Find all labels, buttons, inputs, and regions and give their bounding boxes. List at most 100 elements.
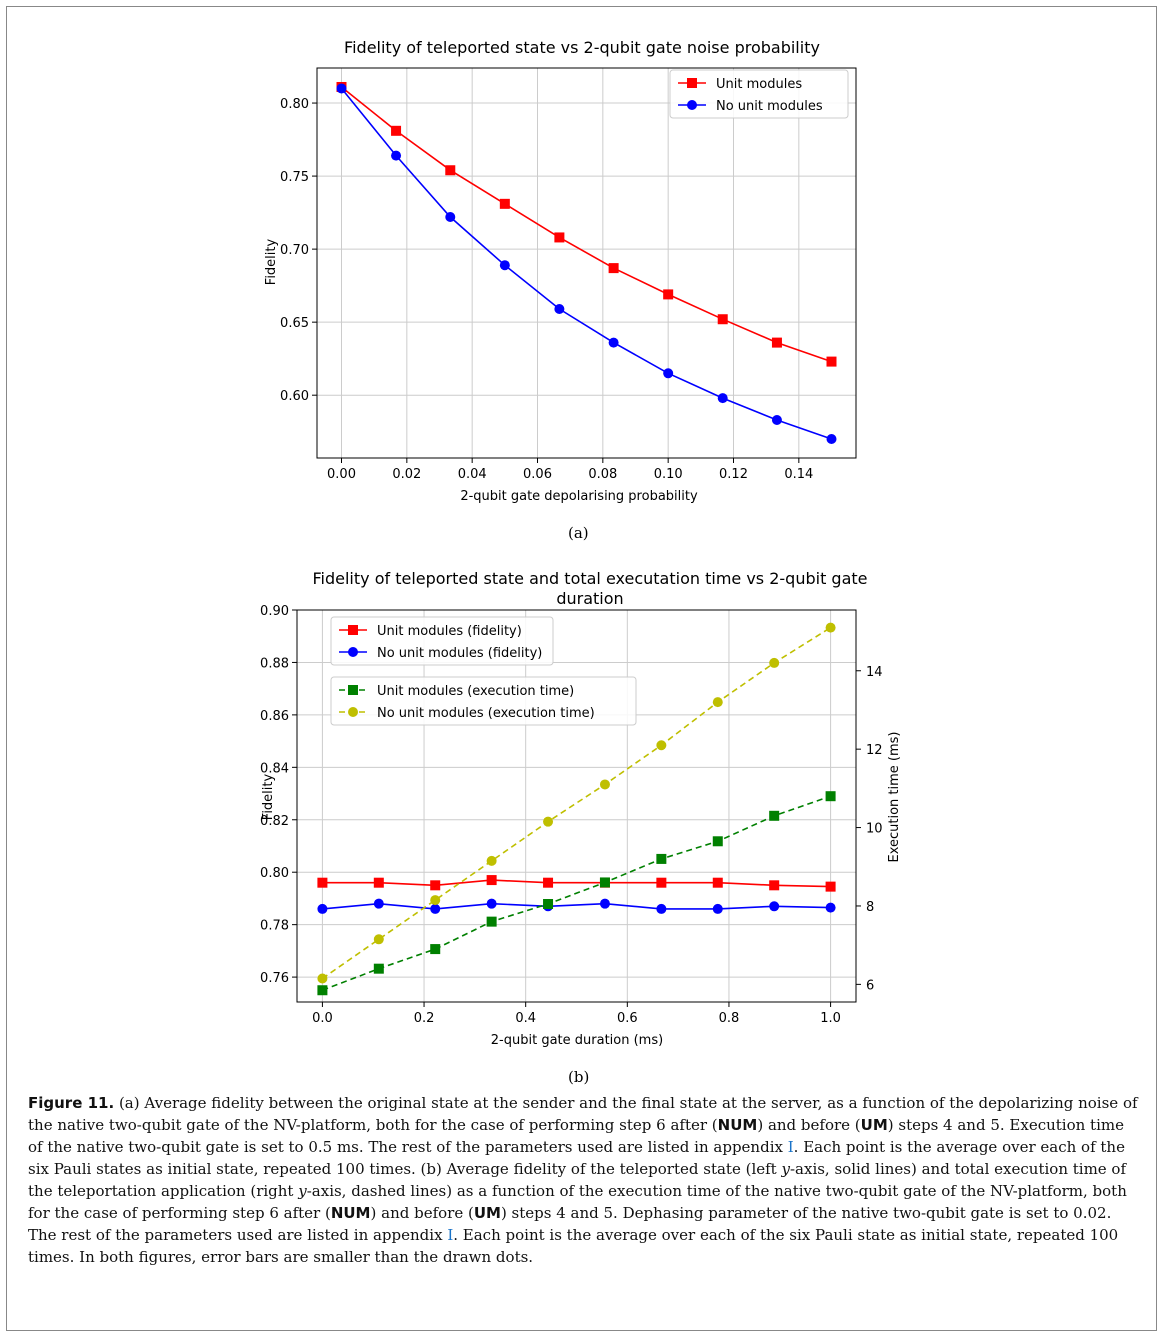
figure-caption: Figure 11. (a) Average fidelity between … xyxy=(28,1092,1138,1268)
chart-b-series-3-point xyxy=(543,816,554,827)
caption-text: -axis, dashed lines) as a function of th… xyxy=(28,1182,1127,1222)
chart-a-legend-label: No unit modules xyxy=(716,99,823,114)
chart-b-series-1-point xyxy=(486,898,497,909)
chart-a-xtick-label: 0.02 xyxy=(392,467,421,482)
chart-b-series-0-line xyxy=(322,879,831,888)
chart-b-xtick-label: 1.0 xyxy=(820,1011,841,1026)
chart-b-ytick-label: 0.76 xyxy=(260,971,289,986)
chart-a-ytick-label: 0.60 xyxy=(280,389,309,404)
chart-b-y2tick-label: 8 xyxy=(866,900,874,915)
chart-b-series-3-point xyxy=(599,779,610,790)
chart-a-ytick-label: 0.80 xyxy=(280,97,309,112)
chart-b-series-1-point xyxy=(317,903,328,914)
chart-a: Fidelity of teleported state vs 2-qubit … xyxy=(264,38,857,504)
chart-a-xlabel: 2-qubit gate depolarising probability xyxy=(460,489,698,504)
chart-b-series-0-point xyxy=(317,877,328,888)
chart-b-series-3-point xyxy=(373,934,384,945)
chart-a-series-1-point xyxy=(336,83,347,94)
chart-b-series-3-point xyxy=(656,740,667,751)
chart-b-ytick-label: 0.86 xyxy=(260,709,289,724)
chart-b-series-1-point xyxy=(430,903,441,914)
chart-b-series-0-point xyxy=(430,880,441,891)
figure-frame xyxy=(6,6,1157,1331)
chart-b-series-0-point xyxy=(712,877,723,888)
chart-b-series-3-point xyxy=(317,973,328,984)
chart-b-series-2-point xyxy=(825,791,836,802)
chart-b-legend-box-1 xyxy=(330,676,637,726)
caption-text: ) steps 4 and 5. Dephasing parameter of … xyxy=(28,1204,1112,1244)
caption-text: ) and before ( xyxy=(757,1116,861,1134)
chart-a-series-1-point xyxy=(826,434,837,445)
chart-a-legend-box-0 xyxy=(669,69,849,119)
chart-b-y2label: Execution time (ms) xyxy=(887,731,902,862)
chart-b-series-1-point xyxy=(825,902,836,913)
caption-y: y xyxy=(781,1160,790,1178)
chart-b-xlabel: 2-qubit gate duration (ms) xyxy=(491,1033,663,1048)
chart-a-xtick-label: 0.14 xyxy=(784,467,813,482)
chart-b-series-1-point xyxy=(373,898,384,909)
chart-b-series-3-point xyxy=(825,622,836,633)
chart-a-ytick-label: 0.65 xyxy=(280,316,309,331)
chart-a-ytick-label: 0.75 xyxy=(280,170,309,185)
chart-b-series-3-point xyxy=(712,697,723,708)
chart-a-series-1-point xyxy=(608,337,619,348)
chart-b-series-2-point xyxy=(712,836,723,847)
chart-a-series-0-point xyxy=(499,198,510,209)
chart-a-xtick-label: 0.06 xyxy=(523,467,552,482)
chart-b-title: Fidelity of teleported state and total e… xyxy=(312,569,867,588)
chart-b-series-0-point xyxy=(825,881,836,892)
chart-b-series-2-point xyxy=(769,810,780,821)
chart-b-legend-marker xyxy=(348,625,358,635)
chart-a-series-1-point xyxy=(663,368,674,379)
caption-text: . Each point is the average over each of… xyxy=(28,1138,1125,1178)
chart-b-y2tick-label: 6 xyxy=(866,978,874,993)
chart-b-series-2-line xyxy=(322,795,831,991)
chart-a-xtick-label: 0.08 xyxy=(588,467,617,482)
caption-label: Figure 11. xyxy=(28,1094,115,1112)
chart-b-series-2-point xyxy=(486,916,497,927)
chart-a-series-1-point xyxy=(771,415,782,426)
chart-b: Fidelity of teleported state and total e… xyxy=(260,569,902,1048)
chart-b-title-line2: duration xyxy=(556,589,623,608)
caption-text: -axis, solid lines) and total execution … xyxy=(28,1160,1127,1200)
chart-b-ytick-label: 0.78 xyxy=(260,919,289,934)
chart-b-series-3-line xyxy=(321,626,832,980)
chart-a-series-0-point xyxy=(717,314,728,325)
chart-b-y2tick-label: 12 xyxy=(866,743,883,758)
caption-num: NUM xyxy=(717,1116,758,1134)
chart-b-xtick-label: 0.4 xyxy=(515,1011,536,1026)
chart-b-legend-label: Unit modules (execution time) xyxy=(377,684,574,699)
chart-a-series-0-point xyxy=(554,232,565,243)
caption-text: (a) Average fidelity between the origina… xyxy=(28,1094,1138,1134)
appendix-link[interactable]: I xyxy=(787,1138,794,1156)
chart-b-series-2-point xyxy=(317,985,328,996)
chart-a-xtick-label: 0.04 xyxy=(458,467,487,482)
chart-a-series-0-point xyxy=(826,356,837,367)
chart-a-series-0-line xyxy=(340,86,832,363)
chart-a-axes-frame xyxy=(316,67,857,459)
chart-b-series-0-point xyxy=(486,875,497,886)
chart-b-series-1-line xyxy=(322,902,831,910)
chart-b-xtick-label: 0.6 xyxy=(617,1011,638,1026)
caption-text: . Each point is the average over each of… xyxy=(28,1226,1119,1266)
chart-b-xtick-label: 0.0 xyxy=(312,1011,333,1026)
chart-b-series-0-point xyxy=(543,877,554,888)
chart-b-legend-marker xyxy=(348,647,358,657)
chart-a-ylabel: Fidelity xyxy=(264,238,279,285)
appendix-link[interactable]: I xyxy=(447,1226,454,1244)
chart-a-title: Fidelity of teleported state vs 2-qubit … xyxy=(344,38,820,57)
chart-b-y2tick-label: 10 xyxy=(866,822,883,837)
chart-b-series-2-point xyxy=(373,963,384,974)
chart-b-series-2-point xyxy=(543,899,554,909)
chart-b-ytick-label: 0.82 xyxy=(260,814,289,829)
chart-b-legend-marker xyxy=(348,685,358,695)
chart-a-series-1-point xyxy=(499,260,510,271)
chart-a-series-0-point xyxy=(608,263,619,274)
chart-a-series-1-point xyxy=(554,304,565,315)
chart-b-series-2-point xyxy=(430,944,441,955)
chart-b-ytick-label: 0.80 xyxy=(260,866,289,881)
chart-a-series-0-point xyxy=(445,165,456,176)
caption-um: UM xyxy=(473,1204,501,1222)
chart-b-ylabel: Fidelity xyxy=(261,773,276,820)
chart-a-xtick-label: 0.12 xyxy=(719,467,748,482)
